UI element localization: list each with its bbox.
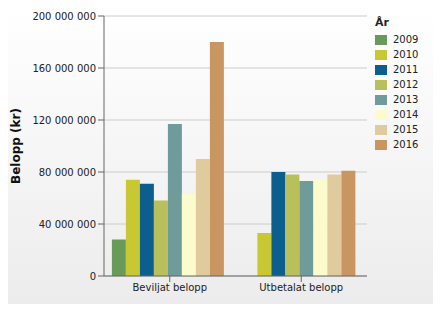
- svg-text:80 000 000: 80 000 000: [39, 167, 96, 178]
- html-text:År: År: [375, 16, 389, 29]
- svg-text:120 000 000: 120 000 000: [32, 115, 96, 126]
- html-text:2015: 2015: [393, 124, 419, 135]
- html-text:2009: 2009: [393, 34, 419, 45]
- html-text:2011: 2011: [393, 64, 419, 75]
- svg-text:Belopp (kr): Belopp (kr): [9, 108, 23, 184]
- svg-text:160 000 000: 160 000 000: [32, 63, 96, 74]
- svg-text:0: 0: [90, 271, 96, 282]
- svg-text:200 000 000: 200 000 000: [32, 11, 96, 22]
- svg-text:Beviljat belopp: Beviljat belopp: [132, 282, 207, 293]
- svg-text:Utbetalat belopp: Utbetalat belopp: [259, 282, 343, 293]
- svg-text:40 000 000: 40 000 000: [39, 219, 96, 230]
- html-text:2010: 2010: [393, 49, 419, 60]
- html-text:2012: 2012: [393, 79, 419, 90]
- html-text:2014: 2014: [393, 109, 419, 120]
- html-text:2016: 2016: [393, 139, 419, 150]
- html-text:2013: 2013: [393, 94, 419, 105]
